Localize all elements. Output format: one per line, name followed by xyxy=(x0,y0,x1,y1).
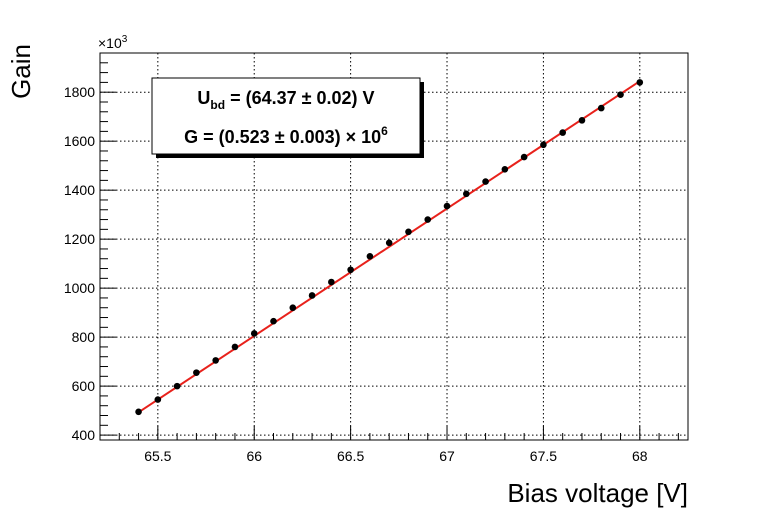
data-point xyxy=(308,292,316,299)
data-point xyxy=(193,369,200,376)
fit-line xyxy=(138,80,641,414)
data-point xyxy=(270,317,277,325)
data-point xyxy=(482,178,489,185)
data-point xyxy=(328,278,335,286)
data-point xyxy=(173,382,181,390)
y-tick-label: 1600 xyxy=(64,133,95,149)
x-tick-label: 65.5 xyxy=(144,448,171,464)
data-point xyxy=(617,91,624,98)
y-axis-title: Gain xyxy=(6,44,36,99)
x-tick-label: 67.5 xyxy=(530,448,557,464)
data-point xyxy=(520,153,528,161)
stats-line-breakdown-voltage: Ubd = (64.37 ± 0.02) V xyxy=(197,88,374,112)
data-point xyxy=(597,104,605,112)
x-axis-ticks: 65.5 66 66.5 67 67.5 68 xyxy=(99,426,679,464)
data-point xyxy=(250,330,258,337)
y-axis-multiplier: ×103 xyxy=(98,34,128,51)
data-point xyxy=(462,190,470,198)
y-tick-label: 1000 xyxy=(64,280,95,296)
y-tick-label: 600 xyxy=(72,378,96,394)
fit-stats-box: Ubd = (64.37 ± 0.02) V G = (0.523 ± 0.00… xyxy=(151,77,424,158)
data-point xyxy=(231,343,239,351)
y-tick-label: 1800 xyxy=(64,84,95,100)
data-point xyxy=(385,239,393,247)
data-point xyxy=(443,202,451,210)
fit-line-group xyxy=(138,80,641,414)
x-tick-label: 66 xyxy=(246,448,262,464)
plot-frame xyxy=(99,52,689,441)
stats-line-gain: G = (0.523 ± 0.003) × 106 xyxy=(184,124,388,147)
data-point xyxy=(289,304,297,312)
data-point xyxy=(540,141,547,149)
data-point xyxy=(636,79,644,86)
y-tick-label: 1200 xyxy=(64,231,95,247)
data-point xyxy=(135,408,142,416)
y-tick-label: 400 xyxy=(72,427,96,443)
x-tick-label: 68 xyxy=(632,448,648,464)
stats-box xyxy=(151,77,421,155)
x-axis-title: Bias voltage [V] xyxy=(507,478,688,508)
data-point xyxy=(347,266,354,274)
data-points xyxy=(135,79,644,416)
data-point xyxy=(424,216,432,223)
y-tick-label: 800 xyxy=(72,329,96,345)
data-point xyxy=(501,166,509,173)
x-tick-label: 66.5 xyxy=(337,448,364,464)
data-point xyxy=(366,252,374,260)
x-tick-label: 67 xyxy=(439,448,455,464)
data-point xyxy=(212,357,219,364)
data-point xyxy=(405,228,412,236)
y-tick-label: 1400 xyxy=(64,182,95,198)
data-point xyxy=(578,117,586,124)
data-point xyxy=(559,129,566,136)
y-axis-ticks: 400 600 800 1000 1200 1400 1600 1800 xyxy=(64,52,116,443)
data-point xyxy=(154,396,162,403)
